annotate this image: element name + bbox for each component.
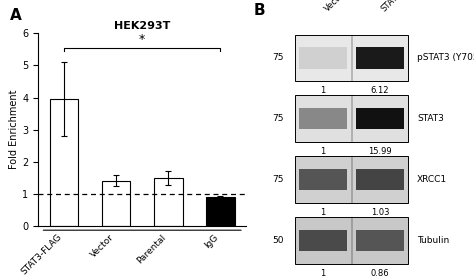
Bar [295, 156, 408, 203]
Text: 1.03: 1.03 [371, 208, 389, 217]
Bar [154, 178, 182, 226]
Bar [295, 95, 408, 142]
Bar [300, 169, 347, 190]
Y-axis label: Fold Enrichment: Fold Enrichment [9, 90, 19, 169]
Bar [356, 47, 404, 68]
Text: 75: 75 [273, 175, 284, 184]
Title: HEK293T: HEK293T [114, 21, 170, 31]
Text: STAT3-FLAG: STAT3-FLAG [380, 0, 421, 14]
Bar [356, 169, 404, 190]
Text: 0.86: 0.86 [371, 269, 389, 276]
Text: 75: 75 [273, 54, 284, 62]
Bar [295, 34, 408, 81]
Text: *: * [139, 33, 146, 46]
Text: 1: 1 [320, 208, 326, 217]
Bar [300, 47, 347, 68]
Bar [356, 108, 404, 129]
Text: XRCC1: XRCC1 [417, 175, 447, 184]
Text: 15.99: 15.99 [368, 147, 392, 156]
Bar [295, 217, 408, 264]
Text: 1: 1 [320, 86, 326, 95]
Bar [356, 230, 404, 251]
Text: B: B [254, 3, 265, 18]
Bar [300, 108, 347, 129]
Bar [50, 99, 78, 226]
Text: STAT3: STAT3 [417, 114, 444, 123]
Text: -452 to -358 XRCC1: -452 to -358 XRCC1 [306, 242, 395, 251]
Text: 50: 50 [273, 236, 284, 245]
Text: 1: 1 [320, 147, 326, 156]
Bar [206, 197, 235, 226]
Text: A: A [9, 8, 21, 23]
Text: Tubulin: Tubulin [417, 236, 449, 245]
Bar [300, 230, 347, 251]
Text: pSTAT3 (Y705): pSTAT3 (Y705) [417, 54, 474, 62]
Text: 6.12: 6.12 [371, 86, 389, 95]
Text: 1: 1 [320, 269, 326, 276]
Bar [102, 181, 130, 226]
Text: 75: 75 [273, 114, 284, 123]
Text: Vector: Vector [323, 0, 348, 14]
